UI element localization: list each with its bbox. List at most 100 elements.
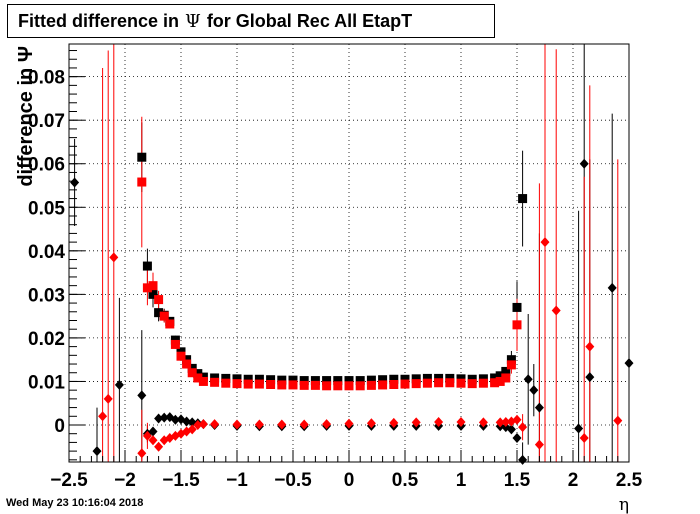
data-point-diamond — [187, 424, 197, 435]
data-point-diamond — [613, 415, 623, 426]
y-axis-title: difference in Ψ — [15, 46, 37, 187]
data-point-diamond — [154, 441, 164, 452]
chart-title-prefix: Fitted difference in — [18, 10, 180, 31]
data-point-square — [310, 376, 320, 386]
x-tick-label: −2 — [114, 470, 136, 491]
data-point-diamond — [534, 402, 544, 413]
data-point-square — [254, 374, 264, 384]
data-point-square — [467, 379, 477, 389]
x-tick-label: −1.5 — [162, 470, 200, 491]
data-point-square — [411, 379, 421, 389]
marker-layer — [70, 152, 634, 465]
data-point-square — [142, 283, 152, 293]
data-point-square — [243, 374, 253, 384]
x-tick-label: 0.5 — [392, 470, 419, 491]
data-point-square — [254, 379, 264, 389]
data-point-square — [478, 378, 488, 388]
data-point-diamond — [523, 374, 533, 385]
y-tick-label: 0.02 — [28, 329, 65, 350]
data-point-square — [277, 375, 287, 385]
data-point-square — [495, 371, 505, 381]
data-point-diamond — [585, 372, 595, 383]
data-point-square — [221, 378, 231, 388]
data-point-diamond — [501, 416, 511, 427]
x-tick-label: −0.5 — [274, 470, 312, 491]
data-point-square — [299, 376, 309, 386]
data-point-diamond — [434, 416, 444, 427]
x-tick-label: −1 — [226, 470, 248, 491]
data-point-diamond — [322, 419, 332, 430]
data-point-diamond — [506, 424, 516, 435]
data-point-square — [322, 376, 332, 386]
data-point-diamond — [193, 419, 203, 430]
data-point-diamond — [170, 414, 180, 425]
data-point-square — [344, 381, 354, 391]
data-point-square — [344, 376, 354, 386]
data-point-square — [148, 281, 158, 291]
data-point-diamond — [529, 385, 539, 396]
data-point-square — [299, 380, 309, 390]
y-tick-label: 0.04 — [28, 242, 65, 263]
data-point-diamond — [182, 416, 192, 427]
data-point-diamond — [574, 423, 584, 434]
data-point-square — [176, 351, 186, 361]
x-tick-label: 0 — [344, 470, 355, 491]
data-point-diamond — [137, 448, 147, 459]
data-point-square — [322, 381, 332, 391]
data-point-diamond — [277, 419, 287, 430]
data-point-diamond — [512, 414, 522, 425]
x-tick-label: 2.5 — [616, 470, 643, 491]
data-point-diamond — [232, 419, 242, 430]
data-point-diamond — [534, 439, 544, 450]
data-point-square — [137, 177, 147, 187]
y-tick-label: 0.05 — [28, 198, 65, 219]
data-point-square — [501, 366, 511, 376]
data-point-square — [434, 378, 444, 388]
data-point-square — [333, 376, 343, 386]
data-point-square — [366, 380, 376, 390]
data-point-diamond — [518, 454, 528, 465]
data-point-diamond — [299, 419, 309, 430]
data-point-square — [232, 374, 242, 384]
data-point-square — [400, 379, 410, 389]
y-tick-label: 0.03 — [28, 285, 65, 306]
data-point-square — [355, 381, 365, 391]
y-tick-label: 0.01 — [28, 372, 65, 393]
data-point-square — [232, 379, 242, 389]
data-point-diamond — [98, 411, 108, 422]
data-point-diamond — [148, 435, 158, 446]
y-tick-label: 0.08 — [28, 68, 65, 89]
data-point-diamond — [92, 446, 102, 457]
data-point-diamond — [198, 419, 208, 430]
data-point-square — [378, 380, 388, 390]
tick-label-layer: −2.5 −2 −1.5 −1 −0.5 0 0.5 1 1.5 2 2.5 0 0.01 0.02 0.0… — [28, 68, 643, 491]
data-point-diamond — [512, 433, 522, 444]
data-point-diamond — [579, 158, 589, 169]
data-point-square — [400, 374, 410, 384]
x-tick-label: 1.5 — [504, 470, 531, 491]
data-point-square — [165, 319, 175, 329]
data-point-square — [277, 380, 287, 390]
data-point-diamond — [551, 305, 561, 316]
data-point-diamond — [159, 412, 169, 423]
data-point-diamond — [456, 416, 466, 427]
data-point-square — [210, 377, 220, 387]
data-point-diamond — [540, 237, 550, 248]
data-point-diamond — [210, 419, 220, 430]
x-axis-title: η — [619, 495, 629, 514]
data-point-diamond — [114, 379, 124, 390]
data-point-square — [159, 311, 169, 321]
data-point-diamond — [154, 413, 164, 424]
y-tick-label: 0 — [54, 416, 65, 437]
data-point-square — [512, 320, 522, 330]
data-point-diamond — [389, 417, 399, 428]
data-point-diamond — [518, 422, 528, 433]
data-point-square — [187, 368, 197, 378]
data-point-diamond — [109, 252, 119, 263]
data-point-square — [266, 375, 276, 385]
data-point-diamond — [148, 426, 158, 437]
error-bar-layer — [74, 44, 630, 462]
data-point-square — [288, 380, 298, 390]
data-point-square — [154, 308, 164, 318]
data-point-square — [333, 381, 343, 391]
